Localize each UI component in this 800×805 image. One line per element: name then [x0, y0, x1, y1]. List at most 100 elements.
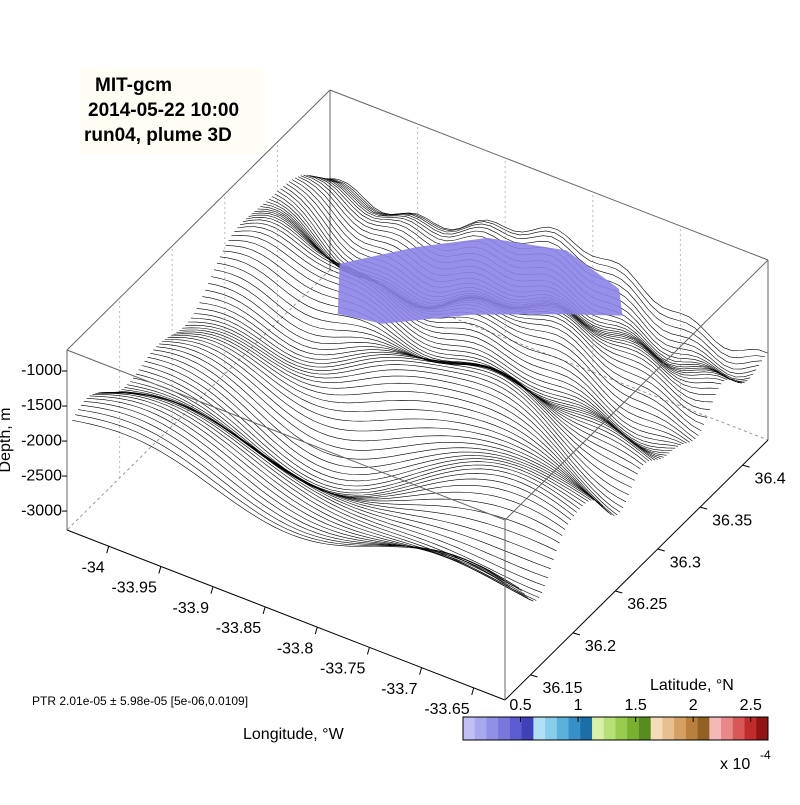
colorbar-frame	[462, 716, 769, 741]
terrain-line	[138, 369, 577, 513]
terrain-line	[245, 216, 684, 445]
box-edge	[329, 89, 769, 261]
x-tick	[471, 687, 475, 695]
colorbar-swatch	[756, 717, 769, 740]
terrain-line	[196, 308, 635, 481]
x-tick	[262, 606, 266, 615]
x-axis-label: Longitude, °W	[243, 726, 345, 743]
box-edge	[504, 259, 769, 521]
terrain-line	[199, 302, 638, 475]
terrain-line	[132, 377, 572, 521]
x-tick	[158, 566, 162, 574]
title-box	[80, 68, 265, 154]
box-edge	[66, 269, 331, 531]
terrain-line	[170, 335, 609, 513]
z-axis-label: Depth, m	[0, 408, 14, 473]
colorbar-swatch	[744, 717, 757, 740]
x-tick-label: -33.9	[173, 600, 210, 617]
colorbar-swatch	[509, 717, 523, 740]
terrain-line	[240, 222, 679, 447]
z-tick-label: -1000	[21, 362, 62, 379]
colorbar-tick-label: 2.5	[740, 697, 762, 714]
colorbar-swatch	[568, 717, 581, 740]
colorbar-swatch	[521, 717, 534, 740]
y-tick-label: 36.3	[670, 554, 701, 571]
colorbar-swatch	[533, 717, 546, 740]
terrain-line	[161, 341, 601, 504]
terrain-line	[104, 392, 543, 593]
colorbar-tick-label: 0.5	[509, 697, 531, 714]
x-tick-label: -33.95	[111, 580, 156, 597]
x-tick-label: -33.65	[424, 701, 469, 718]
x-tick-label: -34	[82, 559, 105, 576]
terrain-line	[106, 392, 546, 587]
terrain-line	[190, 317, 630, 496]
colorbar-swatch	[615, 717, 628, 740]
z-tick-label: -2500	[21, 467, 62, 484]
terrain-line	[219, 256, 658, 460]
terrain-line	[153, 349, 592, 501]
colorbar-swatch	[474, 717, 487, 740]
colorbar-swatch	[697, 717, 710, 740]
terrain-line	[225, 245, 664, 458]
colorbar-swatch	[580, 717, 593, 740]
terrain-line	[80, 404, 520, 589]
terrain-line	[92, 394, 531, 601]
colorbar-swatch	[592, 717, 605, 740]
y-tick	[615, 590, 623, 594]
terrain-line	[109, 392, 549, 579]
x-tick	[210, 586, 214, 594]
box-edge	[66, 349, 506, 521]
terrain-line	[329, 177, 768, 354]
colorbar-swatch	[721, 717, 734, 740]
title-line: run04, plume 3D	[84, 125, 232, 146]
terrain-line	[248, 214, 687, 444]
colorbar-tick-label: 2	[689, 697, 698, 714]
z-tick-label: -2000	[21, 432, 62, 449]
terrain-line	[72, 420, 511, 588]
x-tick-label: -33.7	[381, 681, 418, 698]
annotation: PTR 2.01e-05 ± 5.98e-05 [5e-06,0.0109]	[32, 694, 248, 708]
terrain-line	[141, 365, 580, 510]
terrain-line	[86, 398, 525, 595]
colorbar-swatch	[674, 717, 687, 740]
x-tick	[366, 647, 370, 655]
y-tick-label: 36.4	[755, 470, 786, 487]
box-edge	[66, 89, 331, 351]
terrain-line	[118, 390, 557, 552]
terrain-line	[185, 324, 624, 509]
colorbar-swatch	[498, 717, 511, 740]
terrain-line	[222, 250, 661, 459]
colorbar-tick-label: 1	[574, 697, 583, 714]
terrain-line	[242, 219, 681, 446]
y-tick	[657, 548, 665, 552]
x-tick	[419, 667, 423, 675]
colorbar-swatch	[486, 717, 499, 740]
terrain-line	[130, 381, 569, 525]
terrain-line	[135, 373, 575, 517]
z-tick-label: -3000	[21, 502, 62, 519]
x-tick	[314, 627, 318, 635]
box-edge	[504, 439, 769, 701]
terrain-line	[187, 321, 627, 503]
y-tick	[530, 674, 538, 678]
terrain-line	[216, 262, 656, 461]
x-tick-label: -33.75	[320, 661, 365, 678]
terrain-line	[101, 392, 540, 598]
y-tick	[572, 632, 581, 636]
terrain-line	[228, 240, 667, 456]
y-tick-label: 36.15	[542, 680, 582, 697]
colorbar-swatch	[603, 717, 616, 740]
terrain-line	[164, 339, 603, 507]
colorbar-swatch	[709, 717, 722, 740]
terrain-line	[231, 235, 670, 454]
colorbar-swatch	[662, 717, 675, 740]
terrain-line	[321, 177, 760, 370]
terrain-line	[173, 333, 612, 516]
terrain-line	[156, 346, 595, 501]
colorbar-scale: x 10	[720, 756, 750, 773]
colorbar-swatch	[627, 717, 640, 740]
terrain-line	[83, 401, 522, 592]
colorbar-swatch	[685, 717, 699, 740]
colorbar-exponent: -4	[760, 748, 771, 762]
